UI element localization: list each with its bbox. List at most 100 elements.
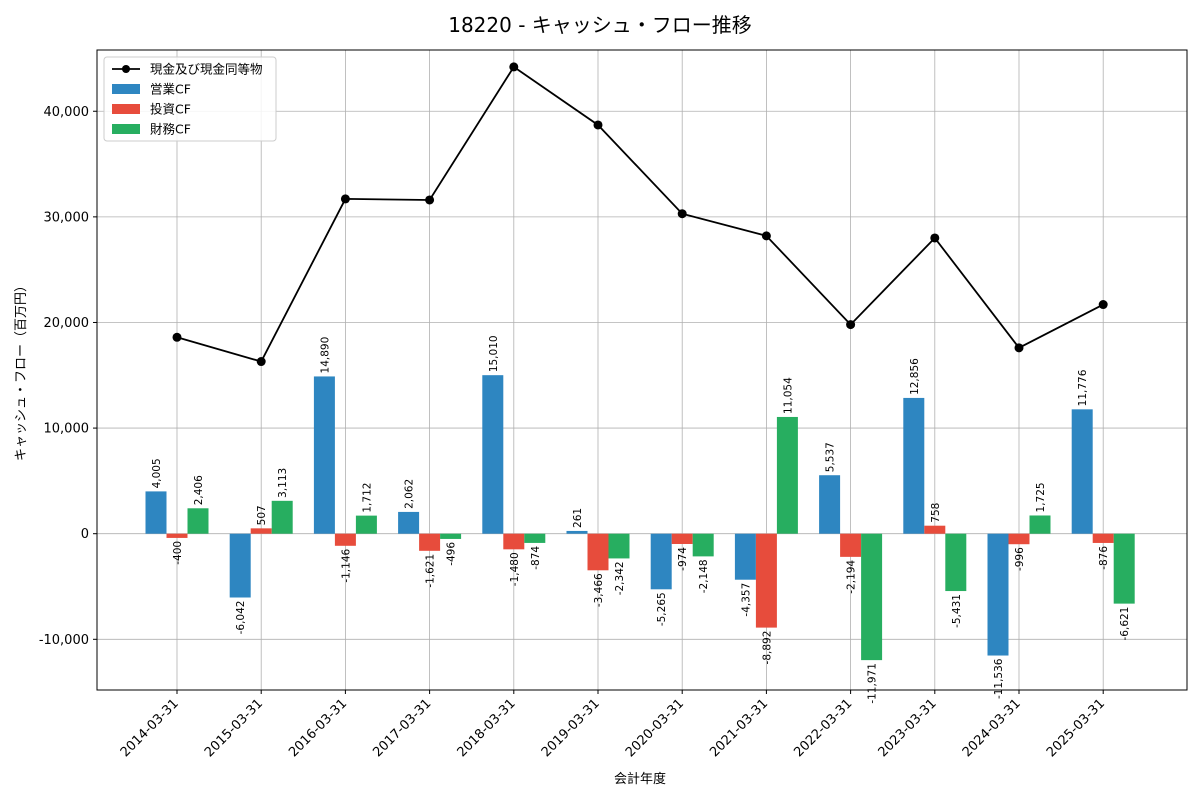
cash-line-marker [1014,343,1024,353]
legend-bar-swatch [112,84,140,94]
bar-0 [650,533,672,590]
bar-value-label: 507 [256,505,268,525]
bar-2 [440,533,462,539]
chart-title: 18220 - キャッシュ・フロー推移 [448,13,752,37]
bar-value-label: -1,621 [425,554,437,588]
legend-label: 財務CF [150,122,191,137]
legend-bar-swatch [112,104,140,114]
cash-line-marker [509,62,519,72]
x-tick-label: 2018-03-31 [455,696,519,760]
cash-line [176,65,1104,363]
y-axis-ticks: -10,000 0 10,000 20,000 30,000 40,000 [39,105,97,648]
x-tick-label: 2019-03-31 [539,696,603,760]
bar-value-label: -996 [1014,547,1026,571]
cash-line-marker [930,233,940,243]
bar-value-label: 14,890 [319,337,331,374]
bar-value-label: -974 [677,547,689,571]
bar-value-label: -3,466 [593,573,605,607]
plot-area-frame [96,49,1188,691]
x-axis-ticks: 2014-03-31 2015-03-31 2016-03-31 2017-03-31… [118,690,1108,760]
bar-value-label: 11,054 [782,377,794,414]
y-tick-label: 0 [81,527,89,542]
cash-line-marker [677,209,687,219]
bar-1 [840,533,862,557]
cash-line-marker [340,194,350,204]
legend-marker-swatch [122,65,130,73]
y-axis-label: キャッシュ・フロー（百万円） [14,279,29,461]
bar-value-label: 2,406 [193,475,205,505]
cash-line-series [172,62,1108,367]
bar-2 [187,508,209,534]
bar-value-label: -2,148 [698,559,710,593]
x-tick-label: 2014-03-31 [118,696,182,760]
y-tick-label: 20,000 [44,316,90,331]
x-tick-label: 2021-03-31 [707,696,771,760]
y-tick-label: 30,000 [44,210,90,225]
x-axis-label: 会計年度 [614,771,666,787]
bar-1 [1092,533,1114,543]
cash-line-marker [425,195,435,205]
bar-value-label: -5,265 [656,592,668,626]
bar-1 [503,533,525,550]
bar-value-label: -876 [1098,546,1110,570]
cash-line-marker [761,231,771,241]
bar-0 [1071,409,1093,534]
bar-0 [903,397,925,534]
bar-1 [419,533,441,551]
cash-line-marker [1098,300,1108,310]
bar-2 [1113,533,1135,604]
bar-value-label: 15,010 [488,335,500,372]
x-tick-label: 2024-03-31 [960,696,1024,760]
bar-value-label: -2,342 [614,561,626,595]
y-tick-label: 10,000 [44,422,90,437]
bar-2 [1029,515,1051,534]
bar-0 [482,375,504,534]
cash-line-marker [593,120,603,130]
bar-2 [945,533,967,592]
bar-value-label: 5,537 [825,442,837,472]
bar-2 [776,416,798,534]
bar-value-label: 2,062 [404,479,416,509]
bar-value-label: 1,725 [1035,482,1047,512]
bar-value-label: -5,431 [951,594,963,628]
bar-1 [334,533,356,546]
x-tick-label: 2020-03-31 [623,696,687,760]
y-tick-label: -10,000 [39,633,89,648]
x-tick-label: 2023-03-31 [876,696,940,760]
x-tick-label: 2017-03-31 [370,696,434,760]
y-tick-label: 40,000 [44,105,90,120]
bar-1 [1008,533,1030,545]
bar-1 [587,533,609,571]
bar-value-label: 3,113 [277,468,289,498]
bar-value-label: -2,194 [846,560,858,594]
bar-value-label: 758 [930,503,942,523]
bar-2 [524,533,546,543]
cash-line-marker [256,357,266,367]
bar-value-label: -400 [172,541,184,565]
bar-value-label: 1,712 [361,483,373,513]
bar-value-label: -1,480 [509,552,521,586]
bar-value-label: -496 [446,542,458,566]
data-labels: 4,005 -6,042 14,890 2,062 15,010 261 -5,265 -4,… [151,335,1131,703]
grid-lines [97,50,1187,690]
bar-value-label: 261 [572,508,584,528]
bar-0 [566,530,588,534]
bar-2 [692,533,714,557]
bar-value-label: -11,536 [993,658,1005,699]
bar-1 [755,533,777,628]
bar-2 [608,533,630,559]
x-tick-label: 2016-03-31 [286,696,350,760]
bar-value-label: -8,892 [761,631,773,665]
bar-1 [671,533,693,544]
bar-value-label: -6,621 [1119,607,1131,641]
cash-line-marker [172,332,182,342]
bar-value-label: 4,005 [151,458,163,488]
bar-value-label: -1,146 [340,548,352,582]
bar-1 [924,525,946,534]
legend-bar-swatch [112,124,140,134]
bar-value-label: 12,856 [909,358,921,395]
legend-box [103,56,277,142]
bar-0 [987,533,1009,656]
bar-0 [229,533,251,598]
